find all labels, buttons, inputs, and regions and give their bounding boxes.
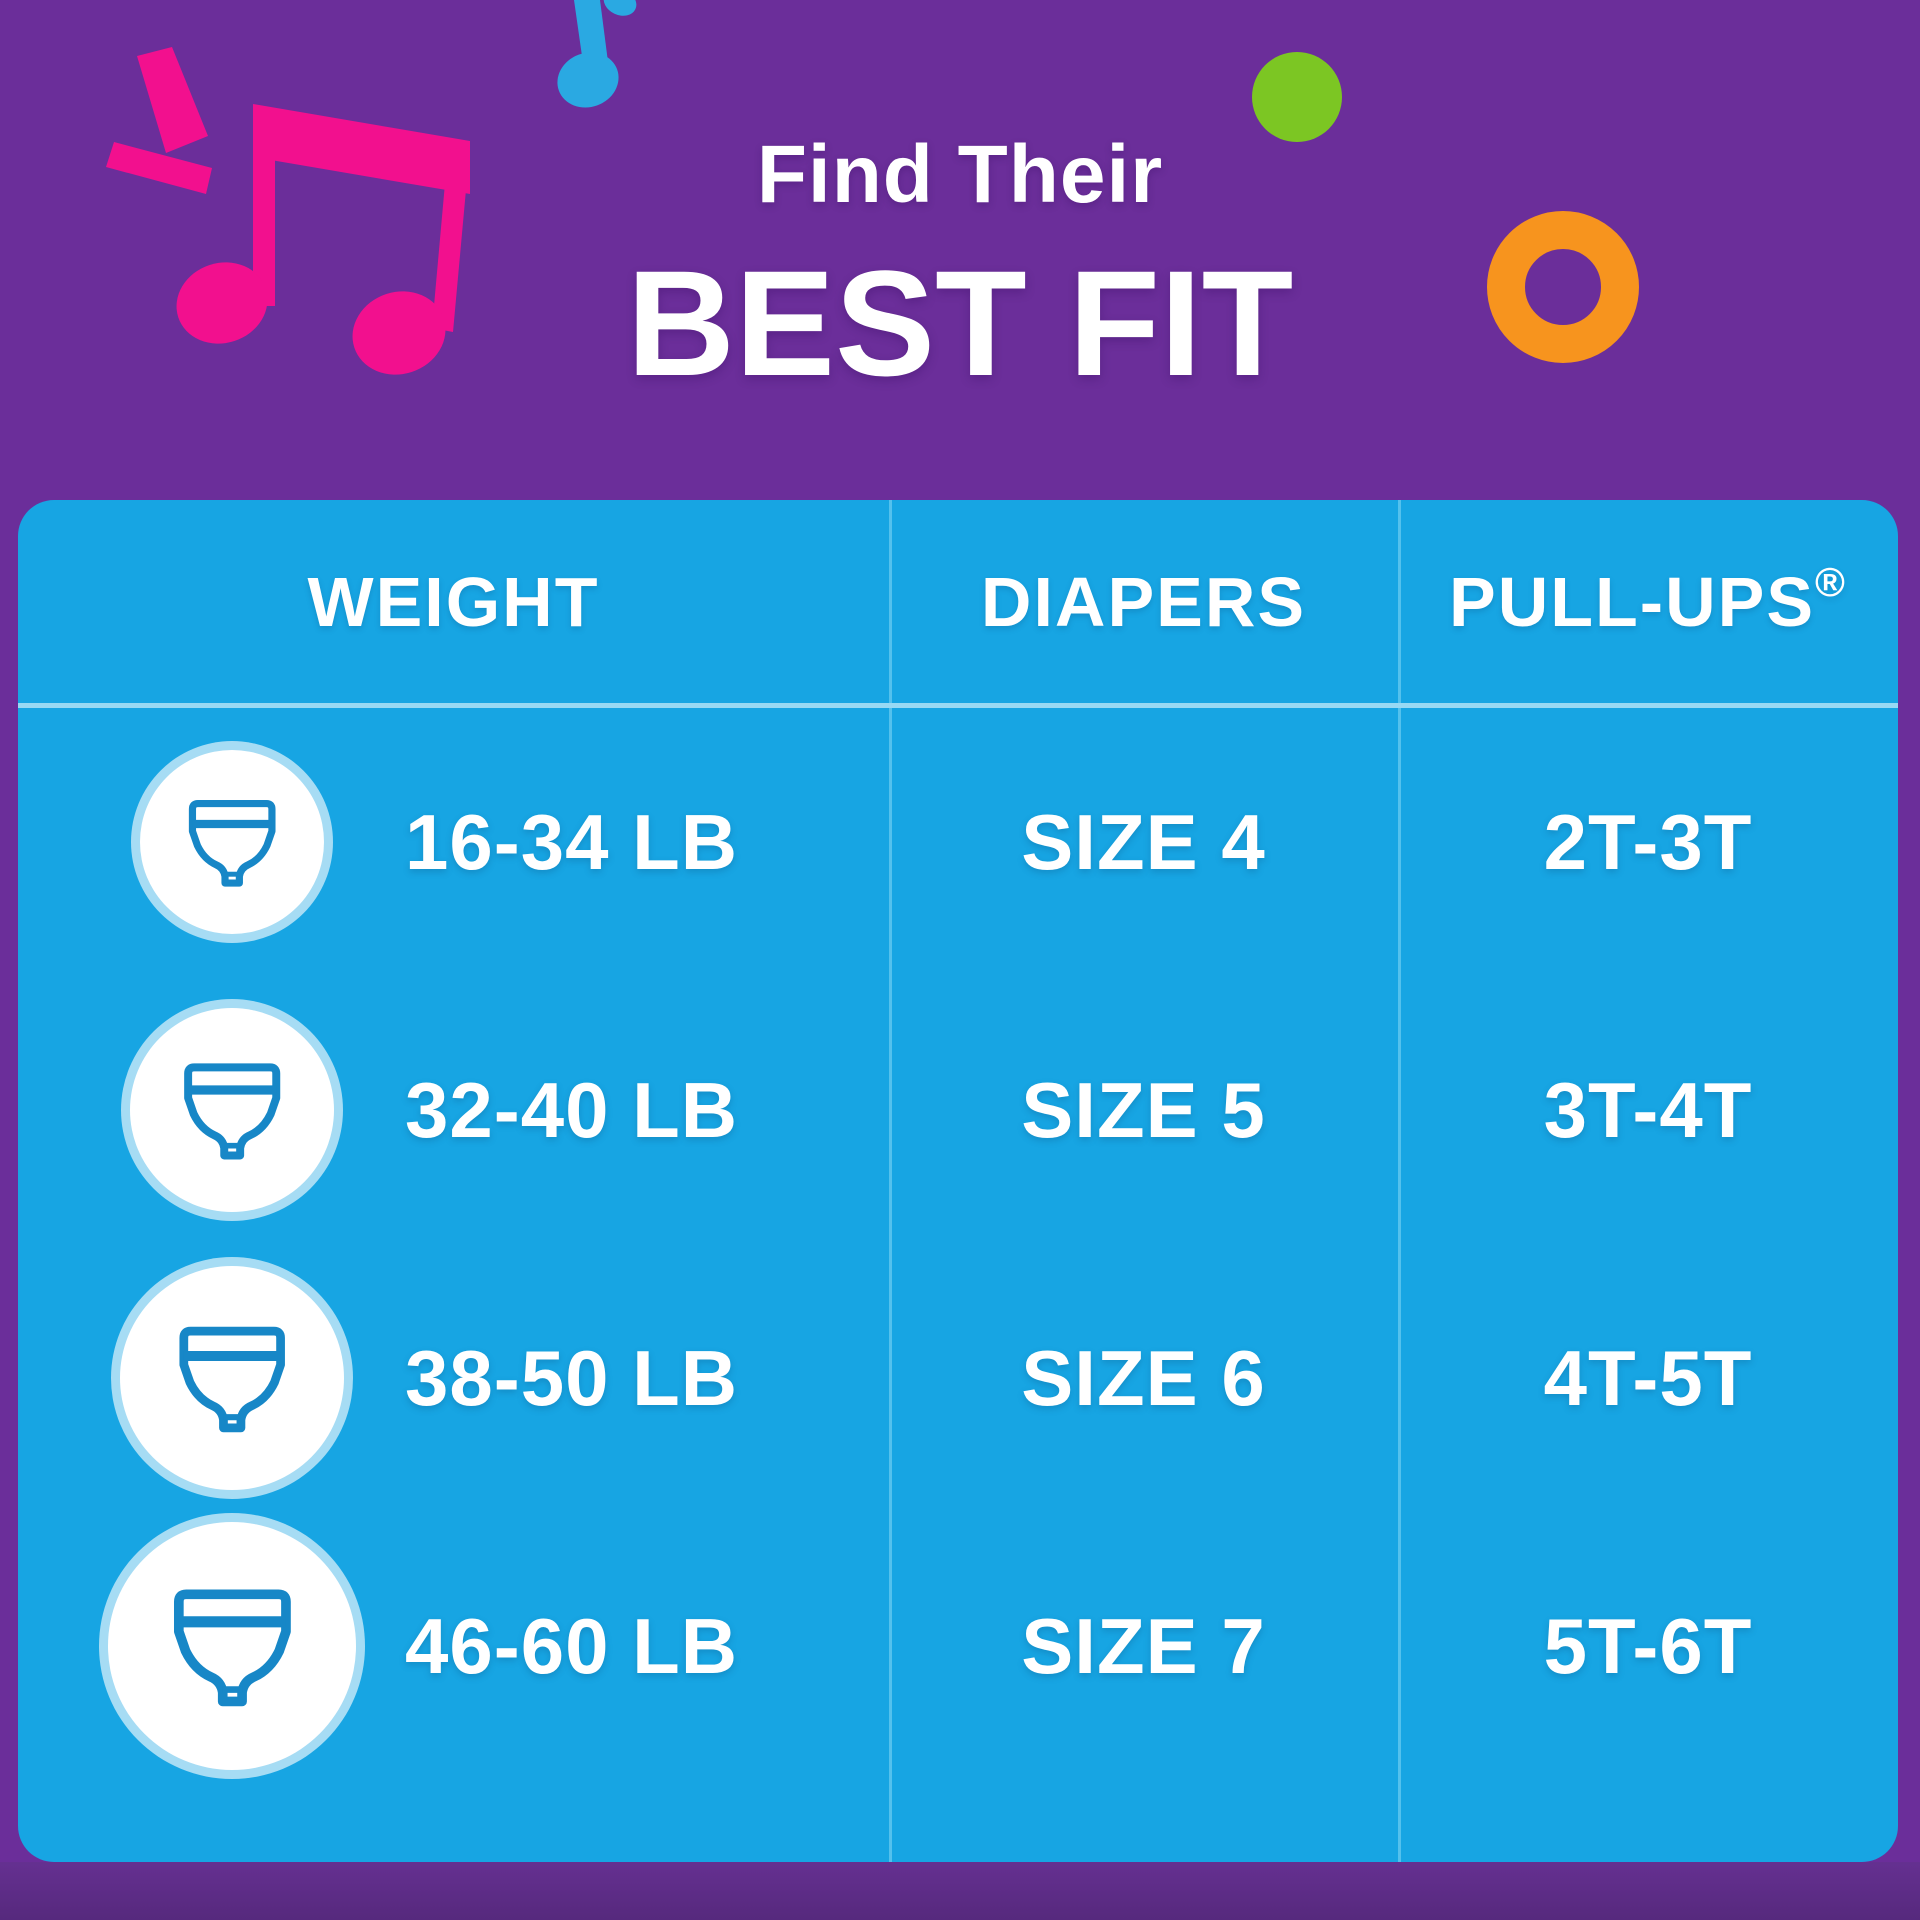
title-line-2: BEST FIT [626,239,1294,407]
title-line-1: Find Their [756,129,1164,220]
header-decorations [106,0,1639,375]
orange-ring-icon [1487,211,1639,363]
column-divider [1398,500,1401,1862]
column-header-label: PULL-UPS [1449,562,1816,641]
icon-circle [108,1522,356,1770]
pullups-cell: 2T-3T [1543,797,1753,886]
pullups-cell: 4T-5T [1543,1333,1753,1422]
column-header-label: DIAPERS [980,562,1307,641]
diapers-cell: SIZE 5 [1021,1065,1266,1154]
registered-mark: ® [1815,558,1847,605]
blue-music-note-icon [557,0,637,108]
pullups-cell: 3T-4T [1543,1065,1753,1154]
column-header-pullups: PULL-UPS ® [1398,500,1898,703]
icon-circle [120,1266,344,1490]
accent-lines-icon [106,47,212,194]
training-pant-icon [131,741,333,943]
table-row: 16-34 LB SIZE 4 2T-3T [18,708,1898,976]
column-divider [889,500,892,1862]
weight-cell: 46-60 LB [405,1601,739,1690]
bottom-purple-band [0,1862,1920,1920]
weight-cell: 32-40 LB [405,1065,739,1154]
pink-music-note-icon [176,104,470,375]
pullups-cell: 5T-6T [1543,1601,1753,1690]
weight-cell: 38-50 LB [405,1333,739,1422]
training-pant-icon [111,1257,353,1499]
diapers-cell: SIZE 7 [1021,1601,1266,1690]
column-header-weight: WEIGHT [18,500,889,703]
diapers-cell: SIZE 4 [1021,797,1266,886]
table-row: 38-50 LB SIZE 6 4T-5T [18,1244,1898,1512]
table-row: 32-40 LB SIZE 5 3T-4T [18,976,1898,1244]
weight-cell: 16-34 LB [405,797,739,886]
size-chart-table: WEIGHT DIAPERS PULL-UPS ® 16-34 LB [18,500,1898,1862]
green-dot-icon [1252,52,1342,142]
column-header-label: WEIGHT [307,562,600,641]
icon-circle [140,750,324,934]
training-pant-icon [99,1513,365,1779]
column-header-diapers: DIAPERS [889,500,1398,703]
table-header-row: WEIGHT DIAPERS PULL-UPS ® [18,500,1898,708]
icon-circle [130,1008,334,1212]
table-row: 46-60 LB SIZE 7 5T-6T [18,1512,1898,1780]
diapers-cell: SIZE 6 [1021,1333,1266,1422]
training-pant-icon [121,999,343,1221]
